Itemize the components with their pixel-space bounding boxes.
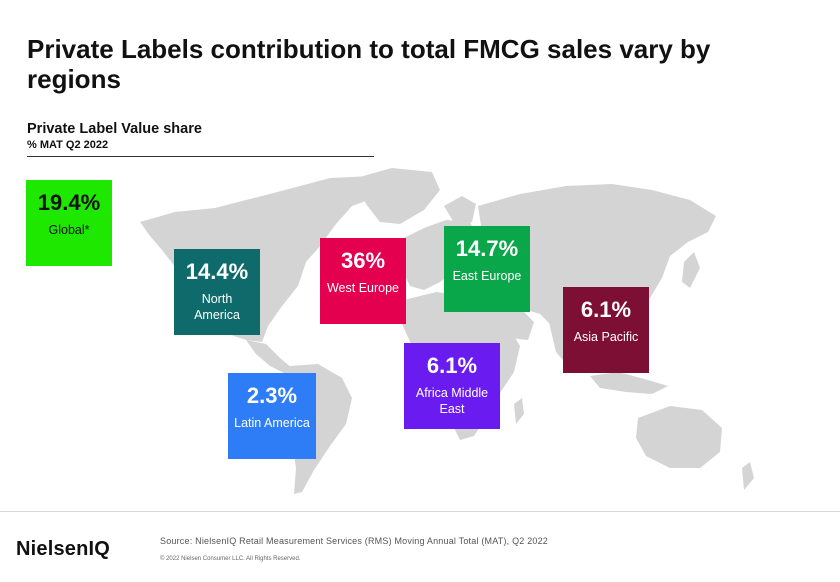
region-box-latin-america: 2.3% Latin America — [228, 373, 316, 459]
region-value: 6.1% — [426, 353, 478, 378]
map-scandinavia — [444, 196, 476, 226]
map-australia — [636, 406, 722, 468]
region-value: 6.1% — [580, 297, 632, 322]
region-box-north-america: 14.4% North America — [174, 249, 260, 335]
map-new-zealand — [742, 462, 754, 490]
map-indonesia — [590, 372, 668, 394]
region-box-east-europe: 14.7% East Europe — [444, 226, 530, 312]
region-box-asia-pacific: 6.1% Asia Pacific — [563, 287, 649, 373]
region-label: North America — [194, 292, 240, 322]
region-label: Africa Middle East — [415, 386, 489, 416]
region-box-africa-middle-east: 6.1% Africa Middle East — [404, 343, 500, 429]
subtitle-divider — [27, 156, 374, 157]
region-value: 2.3% — [246, 383, 298, 408]
map-madagascar — [514, 398, 524, 424]
map-greenland — [356, 168, 440, 224]
region-label: Asia Pacific — [573, 330, 639, 344]
footer-divider — [0, 511, 840, 512]
region-value: 14.7% — [455, 236, 519, 261]
region-label: West Europe — [326, 281, 400, 295]
region-box-west-europe: 36% West Europe — [320, 238, 406, 324]
map-asia — [478, 184, 716, 356]
region-value: 19.4% — [37, 190, 101, 215]
source-note: Source: NielsenIQ Retail Measurement Ser… — [160, 536, 549, 546]
brand-logo: NielsenIQ — [16, 538, 111, 560]
chart-period: % MAT Q2 2022 — [27, 139, 109, 151]
chart-subtitle: Private Label Value share — [27, 121, 202, 137]
region-label: Latin America — [234, 416, 310, 430]
region-label: East Europe — [452, 269, 522, 283]
map-central-america — [246, 340, 292, 374]
chart-title: Private Labels contribution to total FMC… — [27, 34, 711, 94]
copyright-note: © 2022 Nielsen Consumer LLC. All Rights … — [160, 556, 301, 562]
region-box-global: 19.4% Global* — [26, 180, 112, 266]
region-label: Global* — [48, 223, 90, 237]
region-value: 14.4% — [185, 259, 249, 284]
region-value: 36% — [340, 248, 386, 273]
map-japan — [682, 252, 700, 288]
